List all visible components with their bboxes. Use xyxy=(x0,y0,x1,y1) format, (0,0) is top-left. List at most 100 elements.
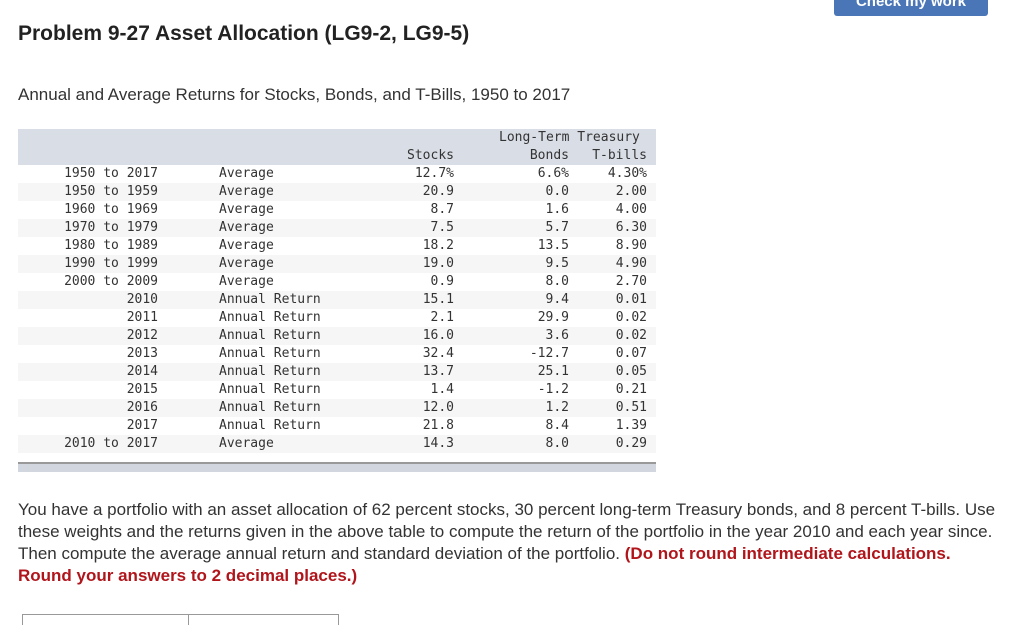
bonds-cell: 1.6 xyxy=(545,202,569,217)
bonds-cell: 8.0 xyxy=(545,274,569,289)
type-cell: Annual Return xyxy=(219,328,321,343)
period-cell: 2016 xyxy=(126,400,158,415)
table-row: 2010 to 2017 Average 14.3 8.0 0.29 xyxy=(18,435,656,453)
bonds-cell: 0.0 xyxy=(545,184,569,199)
period-cell: 2000 to 2009 xyxy=(64,274,158,289)
stocks-cell: 21.8 xyxy=(422,418,454,433)
bonds-cell: 25.1 xyxy=(537,364,569,379)
stocks-cell: 8.7 xyxy=(430,202,454,217)
period-cell: 1980 to 1989 xyxy=(64,238,158,253)
table-row: 2010 Annual Return 15.1 9.4 0.01 xyxy=(18,291,656,309)
spacer-cell xyxy=(158,381,198,399)
type-cell: Average xyxy=(219,436,274,451)
table-row: 1990 to 1999 Average 19.0 9.5 4.90 xyxy=(18,255,656,273)
type-cell: Average xyxy=(219,238,274,253)
bonds-cell: 6.6% xyxy=(537,166,569,181)
bonds-cell: 8.4 xyxy=(545,418,569,433)
stocks-cell: 12.0 xyxy=(422,400,454,415)
question-body: You have a portfolio with an asset alloc… xyxy=(18,500,996,563)
spacer-cell xyxy=(158,363,198,381)
bonds-cell: 13.5 xyxy=(537,238,569,253)
question-text: You have a portfolio with an asset alloc… xyxy=(18,499,1008,587)
tbills-cell: 0.29 xyxy=(615,436,647,451)
stocks-cell: 19.0 xyxy=(422,256,454,271)
stocks-cell: 1.4 xyxy=(430,382,454,397)
stocks-cell: 12.7% xyxy=(414,166,454,181)
tbills-cell: 0.21 xyxy=(615,382,647,397)
type-cell: Annual Return xyxy=(219,310,321,325)
period-cell: 2011 xyxy=(126,310,158,325)
stocks-cell: 16.0 xyxy=(422,328,454,343)
type-cell: Average xyxy=(219,166,274,181)
check-my-work-button[interactable]: Check my work xyxy=(834,0,988,16)
type-cell: Average xyxy=(219,274,274,289)
table-row: 2011 Annual Return 2.1 29.9 0.02 xyxy=(18,309,656,327)
table-row: 2012 Annual Return 16.0 3.6 0.02 xyxy=(18,327,656,345)
tbills-cell: 0.02 xyxy=(615,310,647,325)
spacer-cell xyxy=(158,273,198,291)
tbills-cell: 0.07 xyxy=(615,346,647,361)
tbills-cell: 2.00 xyxy=(615,184,647,199)
spacer-cell xyxy=(158,417,198,435)
tbills-cell: 0.01 xyxy=(615,292,647,307)
tbills-cell: 8.90 xyxy=(615,238,647,253)
bonds-cell: -1.2 xyxy=(537,382,569,397)
spacer-cell xyxy=(158,255,198,273)
type-cell: Annual Return xyxy=(219,418,321,433)
bonds-cell: 1.2 xyxy=(545,400,569,415)
tbills-cell: 0.02 xyxy=(615,328,647,343)
tbills-cell: 0.51 xyxy=(615,400,647,415)
table-row: 2016 Annual Return 12.0 1.2 0.51 xyxy=(18,399,656,417)
bonds-cell: 5.7 xyxy=(545,220,569,235)
bonds-cell: 9.5 xyxy=(545,256,569,271)
table-caption: Annual and Average Returns for Stocks, B… xyxy=(18,85,571,104)
rounding-instruction: (Do not round intermediate calculations.… xyxy=(18,544,951,585)
table-row: 2000 to 2009 Average 0.9 8.0 2.70 xyxy=(18,273,656,291)
bonds-cell: 8.0 xyxy=(545,436,569,451)
stocks-cell: 2.1 xyxy=(430,310,454,325)
bonds-cell: 29.9 xyxy=(537,310,569,325)
table-row: 1950 to 2017 Average 12.7% 6.6% 4.30% xyxy=(18,165,656,183)
type-cell: Average xyxy=(219,220,274,235)
period-cell: 1950 to 2017 xyxy=(64,166,158,181)
table-row: 1960 to 1969 Average 8.7 1.6 4.00 xyxy=(18,201,656,219)
table-row: 2014 Annual Return 13.7 25.1 0.05 xyxy=(18,363,656,381)
stocks-cell: 13.7 xyxy=(422,364,454,379)
table-row: 1980 to 1989 Average 18.2 13.5 8.90 xyxy=(18,237,656,255)
type-cell: Annual Return xyxy=(219,346,321,361)
spacer-cell xyxy=(158,237,198,255)
tbills-cell: 0.05 xyxy=(615,364,647,379)
type-cell: Annual Return xyxy=(219,382,321,397)
header-row: Stocks Bonds T-bills xyxy=(18,147,656,165)
period-cell: 1970 to 1979 xyxy=(64,220,158,235)
header-row-top: Long-Term Treasury xyxy=(18,129,656,147)
period-cell: 2013 xyxy=(126,346,158,361)
period-cell: 2015 xyxy=(126,382,158,397)
stocks-cell: 20.9 xyxy=(422,184,454,199)
type-cell: Average xyxy=(219,184,274,199)
tbills-cell: 4.00 xyxy=(615,202,647,217)
period-cell: 1950 to 1959 xyxy=(64,184,158,199)
period-cell: 1990 to 1999 xyxy=(64,256,158,271)
period-cell: 2010 xyxy=(126,292,158,307)
bonds-cell: 9.4 xyxy=(545,292,569,307)
type-cell: Average xyxy=(219,202,274,217)
type-cell: Annual Return xyxy=(219,292,321,307)
tbills-header: T-bills xyxy=(592,148,647,163)
stocks-cell: 0.9 xyxy=(430,274,454,289)
type-cell: Annual Return xyxy=(219,364,321,379)
table-row: 2015 Annual Return 1.4 -1.2 0.21 xyxy=(18,381,656,399)
long-term-treasury-header: Long-Term Treasury xyxy=(499,130,640,145)
tbills-cell: 2.70 xyxy=(615,274,647,289)
stocks-cell: 15.1 xyxy=(422,292,454,307)
spacer-cell xyxy=(158,219,198,237)
tbills-cell: 1.39 xyxy=(615,418,647,433)
stocks-header: Stocks xyxy=(407,148,454,163)
bonds-header: Bonds xyxy=(529,148,569,163)
period-cell: 1960 to 1969 xyxy=(64,202,158,217)
bonds-cell: 3.6 xyxy=(545,328,569,343)
spacer-cell xyxy=(158,291,198,309)
type-cell: Average xyxy=(219,256,274,271)
type-cell: Annual Return xyxy=(219,400,321,415)
spacer-cell xyxy=(158,183,198,201)
